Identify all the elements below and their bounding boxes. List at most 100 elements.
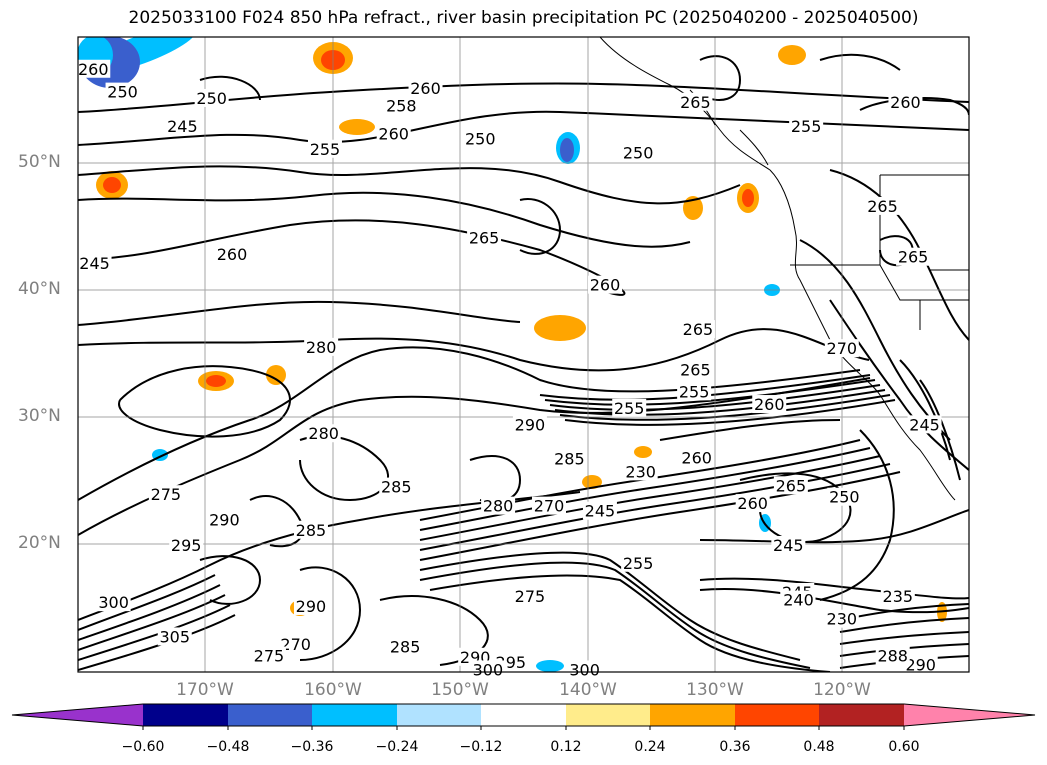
- colorbar-segment: [819, 704, 904, 726]
- contour-label: 280: [306, 338, 337, 357]
- contour-label: 288: [877, 646, 908, 665]
- map-title: 2025033100 F024 850 hPa refract., river …: [128, 8, 919, 28]
- contour-label: 300: [569, 660, 600, 679]
- contour-label-bg: [677, 382, 712, 401]
- colorbar-segment: [143, 704, 228, 726]
- contour-label-bg: [623, 462, 658, 481]
- contour-label: 285: [296, 521, 327, 540]
- contour-label: 280: [483, 497, 514, 516]
- contour-label-bg: [207, 510, 242, 529]
- contour-label: 280: [308, 424, 339, 443]
- contour-label: 235: [883, 587, 914, 606]
- colorbar-tick-label: 0.12: [550, 739, 582, 755]
- precip-shading: [78, 37, 947, 672]
- contour-label: 258: [386, 97, 417, 116]
- contour-label-bg: [678, 92, 713, 111]
- contour-label: 300: [98, 593, 129, 612]
- contour-label-bg: [306, 424, 341, 443]
- contour-label-bg: [512, 415, 547, 434]
- contour-label-bg: [896, 247, 931, 266]
- colorbar-tick-label: 0.60: [888, 739, 920, 755]
- colorbar-tick-label: −0.60: [121, 739, 165, 755]
- contour-label-bg: [903, 655, 938, 674]
- contour-label: 260: [890, 93, 921, 112]
- contour-label-bg: [865, 196, 900, 215]
- contour-label-bg: [582, 501, 617, 520]
- contour-label: 265: [680, 361, 711, 380]
- contour-label-bg: [157, 627, 192, 646]
- contour-label-bg: [771, 536, 806, 554]
- contour-label: 260: [590, 276, 621, 295]
- contour-label-bg: [376, 124, 411, 143]
- contour-label: 300: [473, 660, 504, 679]
- contour-label: 260: [410, 79, 441, 98]
- contour-label: 250: [623, 144, 654, 163]
- contour-label: 270: [534, 497, 565, 516]
- contour-label: 265: [680, 93, 711, 112]
- contour-label-bg: [293, 596, 328, 615]
- lon-label-150w: 150°W: [431, 680, 489, 700]
- contour-label: 230: [827, 610, 858, 629]
- contour-label: 240: [783, 591, 814, 610]
- contour-label-bg: [552, 449, 587, 468]
- colorbar-segment: [397, 704, 481, 726]
- lat-label-20n: 20°N: [18, 533, 61, 553]
- contour-label-bg: [105, 82, 140, 101]
- contour-label: 265: [469, 229, 500, 248]
- contour-label: 265: [683, 320, 714, 339]
- contour-label: 260: [378, 125, 409, 144]
- colorbar-segment: [228, 704, 312, 726]
- contour-label-bg: [567, 660, 602, 679]
- colorbar-tick-label: −0.24: [375, 739, 419, 755]
- contour-label: 290: [515, 415, 546, 434]
- contour-label: 260: [754, 395, 785, 414]
- colorbar-tick-label: −0.48: [206, 739, 250, 755]
- contour-label-bg: [481, 496, 516, 515]
- colorbar-segment: [650, 704, 735, 726]
- contour-label: 250: [107, 83, 138, 102]
- contour-label: 255: [623, 554, 654, 573]
- lat-label-40n: 40°N: [18, 279, 61, 299]
- contour-label-bg: [827, 487, 862, 506]
- contour-label-bg: [752, 395, 787, 414]
- contour-label-bg: [194, 88, 229, 107]
- colorbar-extend-high: [904, 704, 1035, 726]
- contour-label: 270: [280, 635, 311, 654]
- lat-label-50n: 50°N: [18, 152, 61, 172]
- contour-label-bg: [588, 275, 623, 294]
- contour-label: 255: [614, 399, 645, 418]
- contour-label-bg: [880, 586, 915, 605]
- colorbar-segment: [312, 704, 397, 726]
- contour-label-bg: [680, 320, 715, 339]
- contour-label: 255: [679, 382, 710, 401]
- contour-label: 275: [515, 587, 546, 606]
- contour-label-bg: [532, 496, 567, 515]
- colorbar-tick-label: 0.48: [803, 739, 835, 755]
- contour-label-bg: [76, 59, 111, 78]
- contour-label: 265: [776, 476, 807, 495]
- colorbar-segment: [481, 704, 566, 726]
- contour-label-bg: [148, 485, 183, 504]
- contour-label: 305: [159, 627, 190, 646]
- contour-label: 255: [310, 140, 341, 159]
- contour-label: 275: [151, 485, 182, 504]
- contour-label: 250: [829, 488, 860, 507]
- lon-label-160w: 160°W: [304, 680, 362, 700]
- contour-label: 245: [167, 117, 198, 136]
- contour-label-bg: [621, 143, 656, 162]
- contour-label-bg: [77, 254, 112, 273]
- contour-label-bg: [278, 635, 313, 654]
- lon-label-130w: 130°W: [686, 680, 744, 700]
- contour-label: 250: [196, 89, 227, 108]
- colorbar-tick-label: −0.36: [290, 739, 334, 755]
- lon-label-140w: 140°W: [559, 680, 617, 700]
- contour-label-bg: [293, 520, 328, 539]
- contour-label-bg: [408, 78, 443, 97]
- contour-label: 275: [254, 646, 285, 665]
- contour-label: 285: [381, 478, 412, 497]
- contour-label-bg: [679, 448, 714, 467]
- contour-label: 260: [217, 245, 248, 264]
- contour-label-bg: [678, 360, 713, 379]
